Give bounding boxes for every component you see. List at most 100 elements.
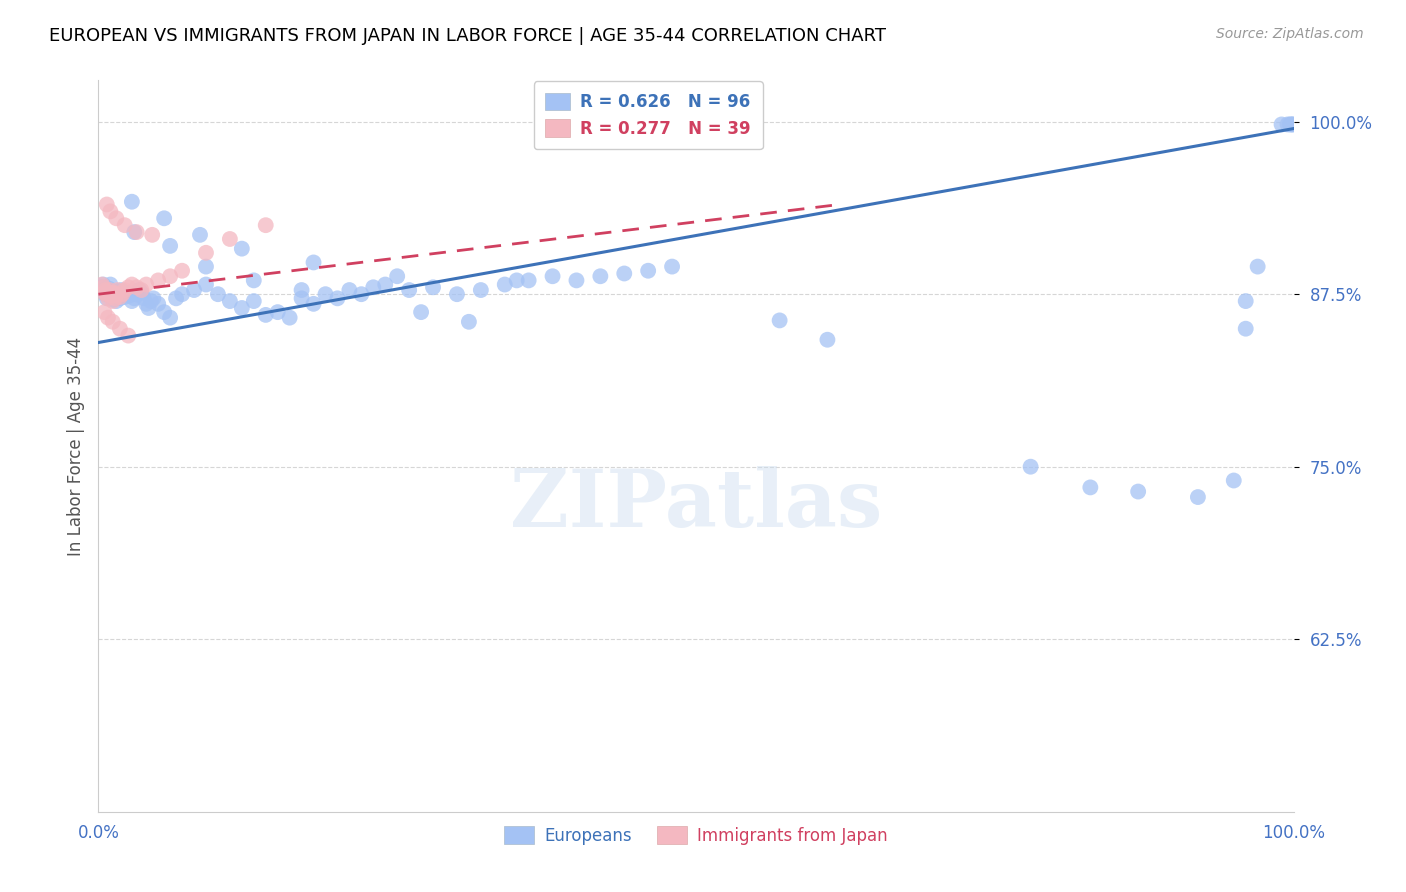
Point [91, 280, 114, 294]
Point [1277, 118, 1299, 132]
Text: ZIPatlas: ZIPatlas [510, 466, 882, 543]
Point [278, 310, 301, 325]
Point [1234, 294, 1257, 309]
Point [105, 211, 128, 226]
Point [153, 211, 176, 226]
Text: EUROPEAN VS IMMIGRANTS FROM JAPAN IN LABOR FORCE | AGE 35-44 CORRELATION CHART: EUROPEAN VS IMMIGRANTS FROM JAPAN IN LAB… [49, 27, 886, 45]
Point [125, 280, 148, 294]
Point [219, 232, 242, 246]
Point [139, 294, 162, 309]
Point [121, 277, 143, 292]
Point [1281, 118, 1303, 132]
Point [104, 291, 127, 305]
Point [159, 269, 181, 284]
Point [159, 239, 181, 253]
Point [541, 269, 564, 284]
Point [243, 294, 266, 309]
Point [91, 280, 114, 294]
Point [1271, 118, 1294, 132]
Point [446, 287, 468, 301]
Point [165, 291, 187, 305]
Point [1278, 118, 1301, 132]
Point [100, 288, 122, 302]
Point [613, 267, 636, 281]
Point [153, 305, 176, 319]
Point [94, 283, 117, 297]
Point [101, 315, 124, 329]
Point [124, 291, 146, 305]
Point [142, 291, 165, 305]
Point [105, 287, 128, 301]
Point [98, 285, 122, 300]
Point [117, 328, 139, 343]
Point [1223, 474, 1246, 488]
Point [302, 297, 325, 311]
Point [231, 242, 253, 256]
Point [172, 264, 194, 278]
Point [98, 277, 122, 292]
Point [135, 277, 157, 292]
Point [231, 301, 253, 315]
Point [124, 225, 146, 239]
Point [1279, 118, 1302, 132]
Point [93, 285, 115, 300]
Point [101, 293, 124, 307]
Y-axis label: In Labor Force | Age 35-44: In Labor Force | Age 35-44 [66, 336, 84, 556]
Point [101, 294, 124, 309]
Point [1247, 260, 1270, 274]
Point [96, 197, 118, 211]
Point [107, 283, 129, 297]
Point [254, 308, 277, 322]
Point [138, 301, 160, 315]
Point [91, 277, 114, 292]
Point [159, 310, 181, 325]
Point [506, 273, 529, 287]
Point [93, 283, 115, 297]
Point [398, 283, 420, 297]
Point [103, 285, 125, 300]
Point [108, 291, 131, 305]
Point [339, 283, 361, 297]
Point [291, 291, 314, 305]
Point [188, 227, 211, 242]
Point [107, 285, 129, 299]
Text: Source: ZipAtlas.com: Source: ZipAtlas.com [1216, 27, 1364, 41]
Point [1080, 480, 1102, 494]
Point [98, 282, 121, 296]
Point [326, 291, 349, 305]
Point [148, 273, 170, 287]
Point [637, 264, 659, 278]
Point [815, 333, 838, 347]
Point [121, 194, 143, 209]
Point [1282, 118, 1305, 132]
Point [661, 260, 683, 274]
Point [494, 277, 516, 292]
Point [470, 283, 492, 297]
Point [195, 260, 218, 274]
Point [97, 310, 120, 325]
Point [117, 280, 139, 294]
Point [374, 277, 396, 292]
Point [207, 287, 229, 301]
Point [302, 255, 325, 269]
Point [97, 285, 120, 300]
Point [98, 204, 122, 219]
Point [254, 218, 277, 232]
Point [148, 297, 170, 311]
Point [291, 283, 314, 297]
Point [114, 283, 136, 297]
Point [131, 285, 153, 300]
Point [107, 288, 129, 302]
Point [105, 294, 128, 309]
Point [411, 305, 433, 319]
Point [195, 245, 218, 260]
Point [768, 313, 790, 327]
Point [111, 287, 134, 301]
Point [121, 294, 143, 309]
Point [363, 280, 385, 294]
Point [128, 283, 150, 297]
Point [1187, 490, 1209, 504]
Point [91, 277, 114, 292]
Point [115, 285, 138, 300]
Point [125, 225, 148, 239]
